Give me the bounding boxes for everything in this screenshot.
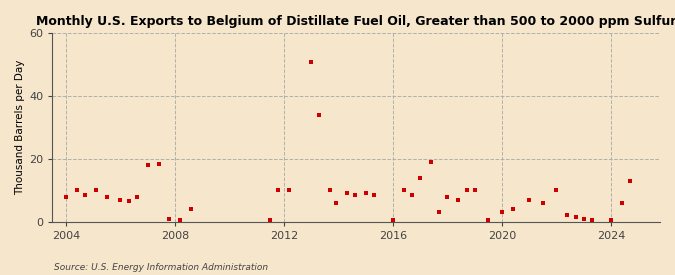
Title: Monthly U.S. Exports to Belgium of Distillate Fuel Oil, Greater than 500 to 2000: Monthly U.S. Exports to Belgium of Disti…: [36, 15, 675, 28]
Point: [570, 215, 581, 219]
Point: [265, 218, 275, 222]
Point: [325, 188, 335, 192]
Point: [406, 193, 417, 197]
Point: [342, 191, 352, 196]
Point: [537, 201, 548, 205]
Point: [284, 188, 295, 192]
Point: [605, 218, 616, 222]
Point: [306, 59, 317, 64]
Point: [461, 188, 472, 192]
Point: [562, 213, 573, 218]
Point: [442, 194, 453, 199]
Point: [453, 197, 464, 202]
Point: [124, 199, 134, 204]
Point: [142, 163, 153, 167]
Point: [578, 216, 589, 221]
Point: [587, 218, 597, 222]
Point: [186, 207, 196, 211]
Point: [434, 210, 445, 214]
Point: [101, 194, 112, 199]
Point: [175, 218, 186, 222]
Point: [469, 188, 480, 192]
Point: [524, 197, 535, 202]
Point: [350, 193, 360, 197]
Point: [426, 160, 437, 164]
Point: [616, 201, 627, 205]
Point: [153, 161, 164, 166]
Point: [369, 193, 379, 197]
Point: [624, 179, 635, 183]
Point: [115, 197, 126, 202]
Point: [330, 201, 341, 205]
Point: [132, 194, 142, 199]
Point: [80, 193, 90, 197]
Point: [398, 188, 409, 192]
Point: [164, 216, 175, 221]
Y-axis label: Thousand Barrels per Day: Thousand Barrels per Day: [15, 60, 25, 195]
Point: [61, 194, 72, 199]
Point: [508, 207, 518, 211]
Point: [273, 188, 284, 192]
Point: [360, 191, 371, 196]
Text: Source: U.S. Energy Information Administration: Source: U.S. Energy Information Administ…: [54, 263, 268, 272]
Point: [415, 175, 426, 180]
Point: [551, 188, 562, 192]
Point: [483, 218, 493, 222]
Point: [314, 113, 325, 117]
Point: [72, 188, 82, 192]
Point: [90, 188, 101, 192]
Point: [497, 210, 508, 214]
Point: [387, 218, 398, 222]
